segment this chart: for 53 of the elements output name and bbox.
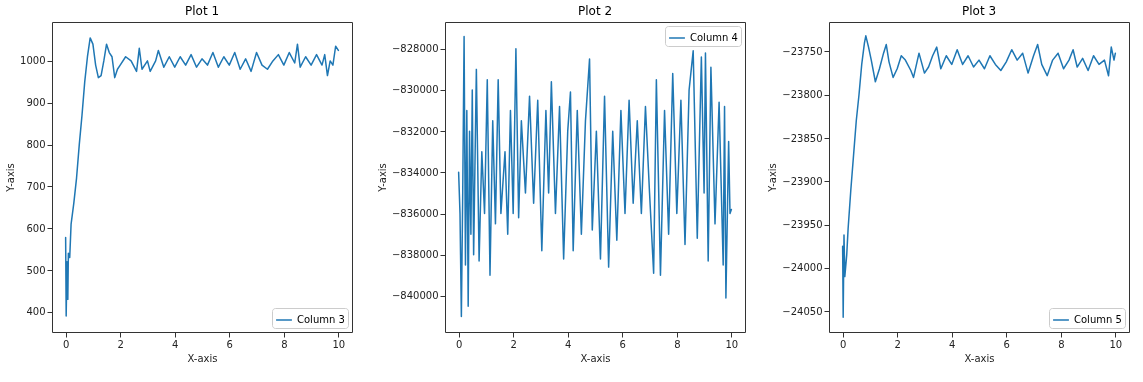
legend-label: Column 4 — [690, 32, 738, 43]
line-series — [457, 35, 733, 318]
line-series — [64, 37, 340, 317]
legend-label: Column 3 — [297, 314, 345, 325]
y-tick-label: −834000 — [391, 166, 439, 178]
x-tick-label: 6 — [226, 338, 233, 350]
x-axis-title: X-axis — [964, 352, 995, 364]
y-tick-label: −836000 — [391, 208, 439, 220]
y-axis-title: Y-axis — [767, 163, 779, 193]
y-tick-label: −830000 — [391, 84, 439, 96]
y-tick-label: −23750 — [782, 45, 823, 57]
x-tick-label: 0 — [839, 338, 847, 350]
y-tick-label: −840000 — [391, 290, 439, 302]
y-tick-label: −23800 — [782, 89, 823, 101]
x-tick-label: 10 — [332, 338, 346, 350]
chart-title: Plot 2 — [577, 4, 613, 18]
y-tick-label: 900 — [26, 97, 46, 109]
y-tick-label: −838000 — [391, 249, 439, 261]
x-tick-label: 2 — [510, 338, 517, 350]
y-tick-label: 600 — [26, 222, 46, 234]
x-tick-label: 0 — [62, 338, 70, 350]
y-tick-label: −828000 — [391, 43, 439, 55]
y-axis-title: Y-axis — [376, 163, 388, 193]
x-tick-label: 6 — [1003, 338, 1010, 350]
chart-title: Plot 3 — [961, 4, 997, 18]
y-tick-label: 400 — [26, 306, 46, 318]
x-tick-label: 8 — [674, 338, 681, 350]
y-tick-label: −23900 — [782, 175, 823, 187]
y-tick-label: 1000 — [20, 55, 46, 67]
y-axis-title: Y-axis — [5, 163, 17, 193]
y-tick-label: −24050 — [782, 305, 823, 317]
y-tick-label: −23950 — [782, 219, 823, 231]
x-tick-label: 10 — [725, 338, 739, 350]
x-tick-label: 8 — [1058, 338, 1065, 350]
y-tick-label: 700 — [26, 180, 46, 192]
legend-label: Column 5 — [1074, 314, 1122, 325]
x-tick-label: 2 — [894, 338, 901, 350]
x-tick-label: 0 — [455, 338, 463, 350]
x-tick-label: 4 — [172, 338, 179, 350]
x-tick-label: 4 — [565, 338, 572, 350]
y-tick-label: −832000 — [391, 125, 439, 137]
y-tick-label: −24000 — [782, 262, 823, 274]
y-tick-label: 800 — [26, 139, 46, 151]
y-tick-label: −23850 — [782, 132, 823, 144]
x-tick-label: 2 — [117, 338, 124, 350]
x-tick-label: 8 — [281, 338, 288, 350]
x-tick-label: 4 — [949, 338, 956, 350]
x-axis-title: X-axis — [187, 352, 218, 364]
x-axis-title: X-axis — [580, 352, 611, 364]
x-tick-label: 6 — [619, 338, 626, 350]
y-tick-label: 500 — [26, 264, 46, 276]
x-tick-label: 10 — [1109, 338, 1123, 350]
chart-title: Plot 1 — [184, 4, 220, 18]
